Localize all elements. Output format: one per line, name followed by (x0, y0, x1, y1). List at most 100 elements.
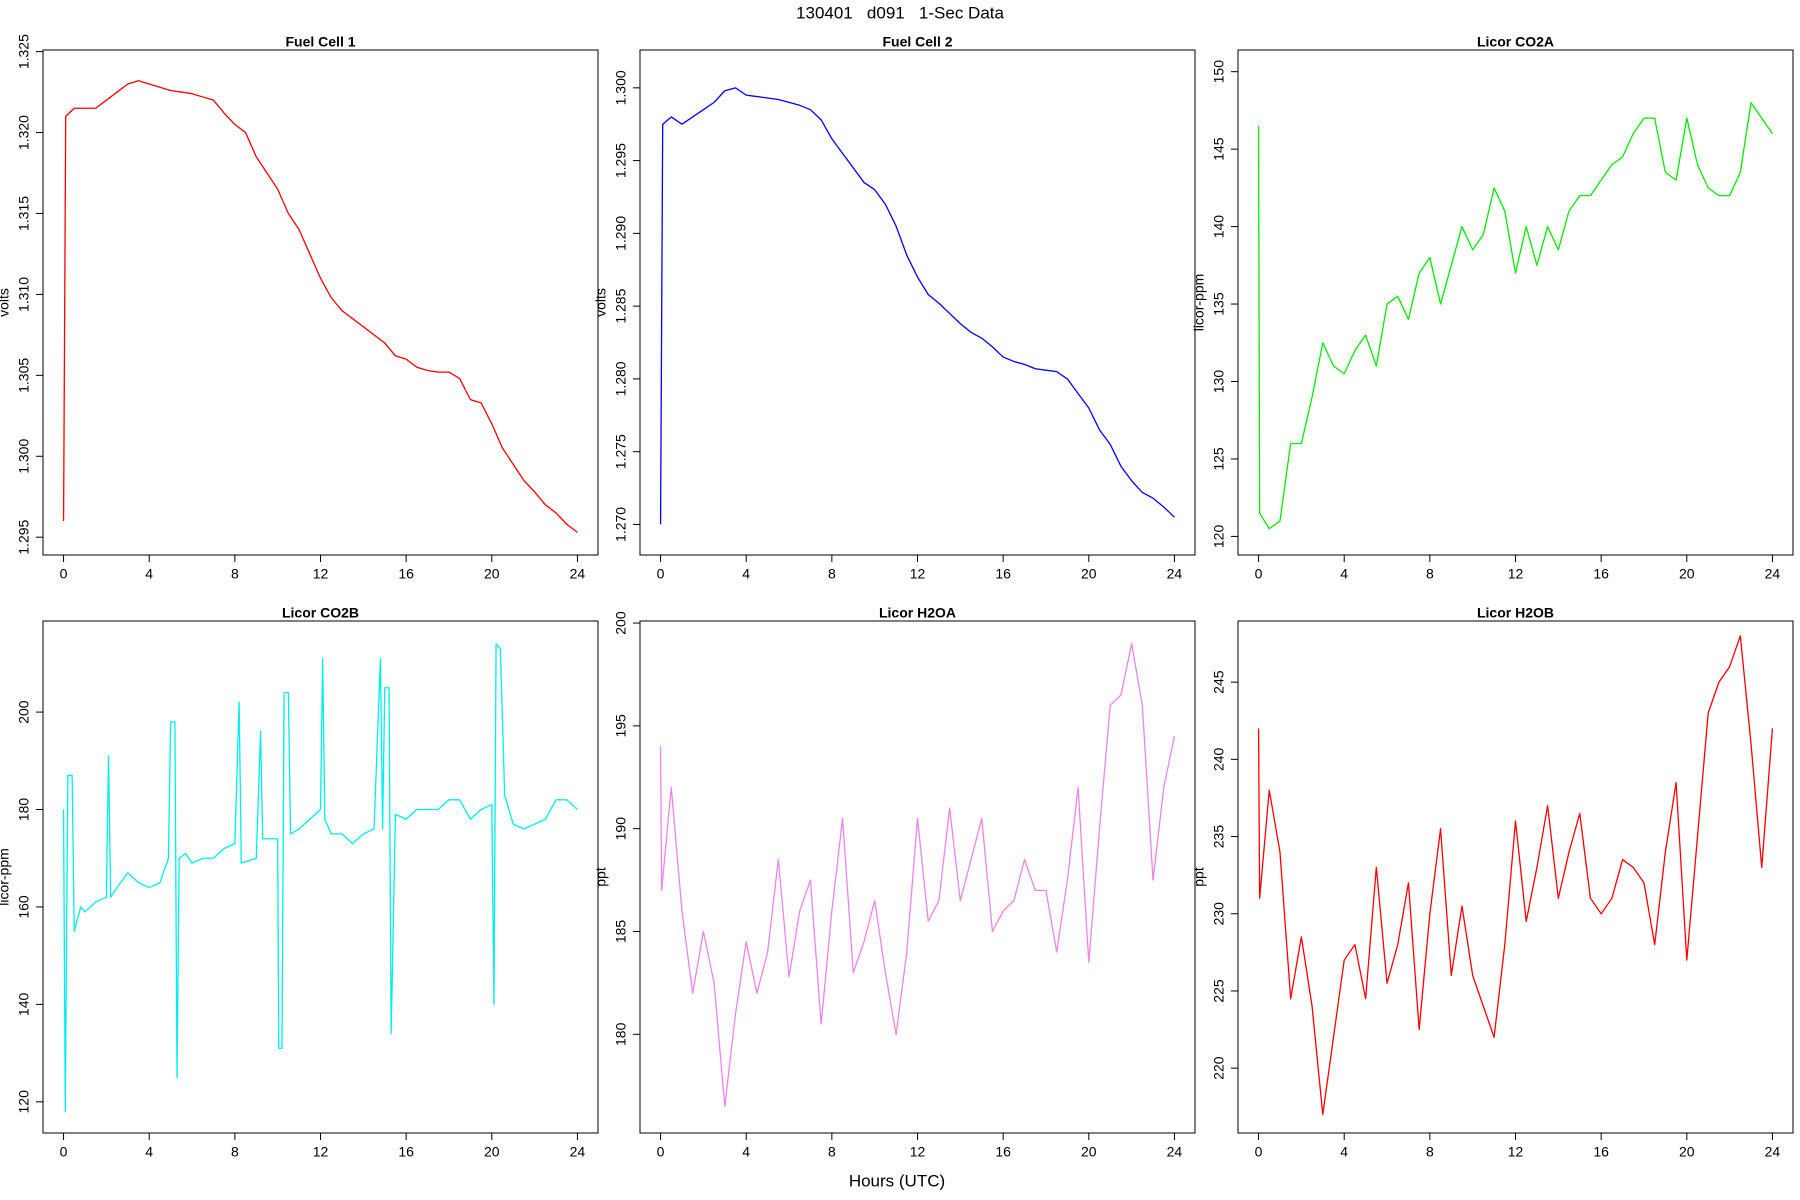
y-tick-label: 1.300 (16, 439, 32, 474)
y-tick-label: 120 (1211, 525, 1227, 549)
panel-title: Licor H2OB (1477, 605, 1554, 621)
y-tick-label: 200 (16, 700, 32, 724)
figure-title: 130401 d091 1-Sec Data (796, 3, 1004, 22)
y-tick-label: 150 (1211, 60, 1227, 84)
x-tick-label: 16 (1593, 566, 1609, 582)
y-tick-label: 1.295 (16, 519, 32, 554)
y-axis-label: ppt (1191, 867, 1207, 887)
y-tick-label: 1.280 (613, 361, 629, 396)
x-tick-label: 8 (231, 1144, 239, 1160)
plot-frame (639, 620, 1196, 1134)
y-tick-label: 1.295 (613, 143, 629, 178)
x-tick-label: 8 (231, 566, 239, 582)
x-tick-label: 0 (657, 1144, 665, 1160)
x-tick-label: 16 (995, 1144, 1011, 1160)
y-tick-label: 230 (1211, 902, 1227, 926)
x-tick-label: 16 (1593, 1144, 1609, 1160)
y-axis-label: licor-ppm (0, 848, 12, 906)
y-tick-label: 1.305 (16, 358, 32, 393)
plot-frame (42, 49, 599, 556)
y-tick-label: 145 (1211, 137, 1227, 161)
x-tick-label: 4 (742, 566, 750, 582)
panel-title: Licor CO2A (1477, 34, 1554, 50)
y-tick-label: 1.285 (613, 288, 629, 323)
y-tick-label: 1.310 (16, 277, 32, 312)
y-tick-label: 125 (1211, 447, 1227, 471)
y-tick-label: 200 (613, 611, 629, 635)
y-tick-label: 120 (16, 1090, 32, 1114)
x-tick-label: 8 (828, 1144, 836, 1160)
y-tick-label: 245 (1211, 670, 1227, 694)
y-axis-label: licor-ppm (1191, 274, 1207, 332)
plot-frame (1237, 49, 1794, 556)
x-tick-label: 0 (60, 1144, 68, 1160)
x-tick-label: 20 (484, 566, 500, 582)
y-tick-label: 235 (1211, 825, 1227, 849)
y-tick-label: 195 (613, 714, 629, 738)
x-axis-label: Hours (UTC) (849, 1171, 945, 1190)
x-tick-label: 24 (570, 1144, 586, 1160)
y-tick-label: 1.315 (16, 196, 32, 231)
y-axis-label: volts (0, 288, 12, 317)
x-tick-label: 4 (145, 566, 153, 582)
data-line (659, 642, 1176, 1107)
y-tick-label: 1.290 (613, 216, 629, 251)
data-line (62, 643, 578, 1113)
x-tick-label: 12 (313, 566, 329, 582)
x-tick-label: 4 (1340, 566, 1348, 582)
panel-title: Fuel Cell 1 (285, 34, 355, 50)
y-axis-label: volts (593, 288, 609, 317)
x-tick-label: 12 (1508, 566, 1524, 582)
x-tick-label: 12 (313, 1144, 329, 1160)
x-tick-label: 16 (398, 566, 414, 582)
x-tick-label: 4 (1340, 1144, 1348, 1160)
data-line (1257, 102, 1773, 530)
y-tick-label: 130 (1211, 370, 1227, 394)
y-axis-label: ppt (593, 867, 609, 887)
x-tick-label: 8 (1426, 1144, 1434, 1160)
x-tick-label: 12 (1508, 1144, 1524, 1160)
y-tick-label: 135 (1211, 292, 1227, 316)
x-tick-label: 20 (1081, 1144, 1097, 1160)
x-tick-label: 24 (570, 566, 586, 582)
x-tick-label: 12 (910, 1144, 926, 1160)
x-tick-label: 0 (1255, 566, 1263, 582)
y-tick-label: 140 (1211, 215, 1227, 239)
x-tick-label: 16 (398, 1144, 414, 1160)
plot-frame (42, 620, 599, 1134)
y-tick-label: 225 (1211, 979, 1227, 1003)
x-tick-label: 24 (1167, 566, 1183, 582)
x-tick-label: 0 (1255, 1144, 1263, 1160)
x-tick-label: 16 (995, 566, 1011, 582)
x-tick-label: 20 (484, 1144, 500, 1160)
y-tick-label: 220 (1211, 1056, 1227, 1080)
panel-title: Licor H2OA (879, 605, 956, 621)
data-line (1257, 635, 1774, 1116)
y-tick-label: 160 (16, 895, 32, 919)
y-tick-label: 1.320 (16, 115, 32, 150)
x-tick-label: 0 (657, 566, 665, 582)
x-tick-label: 12 (910, 566, 926, 582)
y-tick-label: 185 (613, 920, 629, 944)
x-tick-label: 20 (1679, 1144, 1695, 1160)
y-tick-label: 1.300 (613, 70, 629, 105)
y-tick-label: 190 (613, 817, 629, 841)
x-tick-label: 20 (1679, 566, 1695, 582)
y-tick-label: 140 (16, 992, 32, 1016)
panel-title: Licor CO2B (282, 605, 359, 621)
x-tick-label: 8 (828, 566, 836, 582)
x-tick-label: 4 (742, 1144, 750, 1160)
data-line (62, 80, 578, 533)
x-tick-label: 8 (1426, 566, 1434, 582)
x-tick-label: 24 (1765, 566, 1781, 582)
y-tick-label: 1.270 (613, 507, 629, 542)
y-tick-label: 240 (1211, 747, 1227, 771)
y-tick-label: 180 (613, 1022, 629, 1046)
x-tick-label: 24 (1167, 1144, 1183, 1160)
x-tick-label: 4 (145, 1144, 153, 1160)
panel-title: Fuel Cell 2 (882, 34, 952, 50)
data-line (659, 87, 1175, 525)
y-tick-label: 1.275 (613, 434, 629, 469)
